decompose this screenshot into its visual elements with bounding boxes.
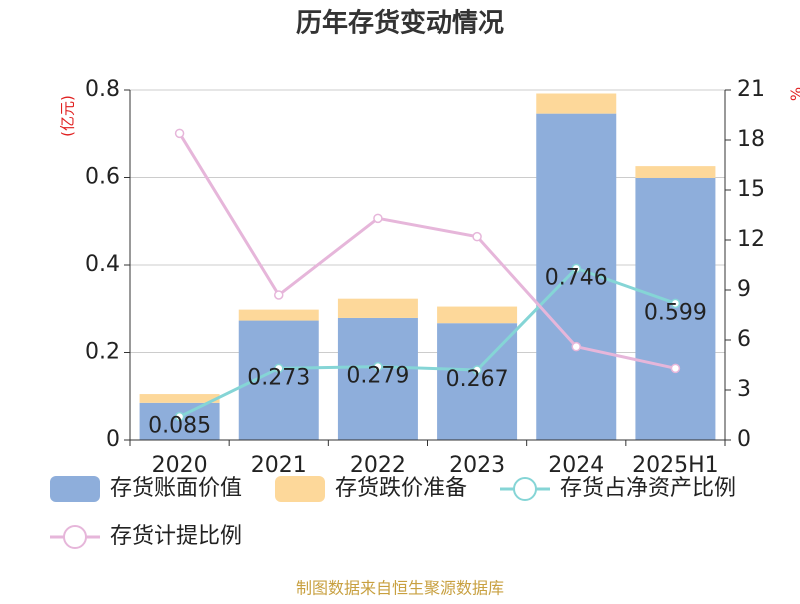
- chart-title: 历年存货变动情况: [296, 8, 504, 39]
- x-tick-label: 2020: [152, 453, 208, 478]
- y2-tick-label: 3: [737, 377, 751, 402]
- legend-swatch: [275, 476, 325, 502]
- line-point: [671, 364, 679, 372]
- bar: [239, 310, 319, 321]
- line-point: [176, 129, 184, 137]
- x-tick-label: 2025H1: [632, 453, 719, 478]
- line-point: [374, 214, 382, 222]
- x-tick-label: 2023: [449, 453, 505, 478]
- x-tick-label: 2024: [548, 453, 604, 478]
- bar: [635, 166, 715, 178]
- y2-tick-label: 0: [737, 427, 751, 452]
- bar: [437, 307, 517, 324]
- line-point: [473, 233, 481, 241]
- source-note: 制图数据来自恒生聚源数据库: [296, 579, 504, 598]
- legend-label: 存货计提比例: [110, 524, 242, 549]
- x-tick-label: 2021: [251, 453, 307, 478]
- line-point: [275, 291, 283, 299]
- y-tick-label: 0.6: [85, 165, 120, 190]
- data-label: 0.746: [545, 265, 608, 290]
- y2-tick-label: 15: [737, 177, 765, 202]
- y-axis-label: (亿元): [59, 95, 77, 137]
- y2-tick-label: 12: [737, 227, 765, 252]
- legend-label: 存货占净资产比例: [560, 476, 736, 501]
- x-tick-label: 2022: [350, 453, 406, 478]
- y2-tick-label: 18: [737, 127, 765, 152]
- bar: [536, 94, 616, 114]
- y2-tick-label: 9: [737, 277, 751, 302]
- data-label: 0.599: [644, 300, 707, 325]
- y-tick-label: 0: [106, 427, 120, 452]
- bar: [338, 299, 418, 318]
- legend-label: 存货跌价准备: [335, 476, 467, 501]
- y-tick-label: 0.4: [85, 252, 120, 277]
- data-label: 0.267: [446, 367, 509, 392]
- line-point: [572, 343, 580, 351]
- y2-tick-label: 21: [737, 77, 765, 102]
- legend-swatch: [64, 526, 86, 548]
- y2-tick-label: 6: [737, 327, 751, 352]
- y2-axis-label: %: [788, 87, 800, 101]
- data-label: 0.273: [247, 365, 310, 390]
- y-tick-label: 0.2: [85, 340, 120, 365]
- data-label: 0.085: [148, 414, 211, 439]
- data-label: 0.279: [346, 364, 409, 389]
- legend-label: 存货账面价值: [110, 476, 242, 501]
- y-tick-label: 0.8: [85, 77, 120, 102]
- legend-swatch: [514, 478, 536, 500]
- legend-swatch: [50, 476, 100, 502]
